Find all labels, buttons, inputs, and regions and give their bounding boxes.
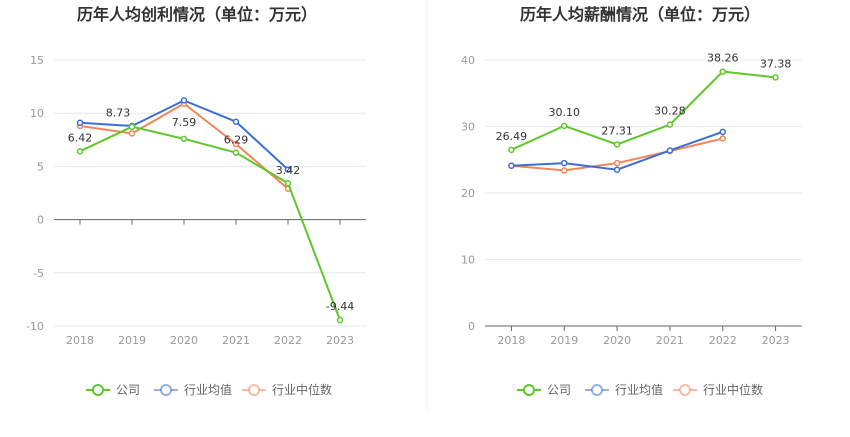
y-tick-label: 5 xyxy=(37,160,44,173)
legend-item-label[interactable]: 行业中位数 xyxy=(272,382,332,397)
x-tick-label: 2019 xyxy=(118,334,146,347)
data-point xyxy=(613,141,621,148)
data-point xyxy=(561,122,568,130)
y-tick-label: -5 xyxy=(33,267,44,280)
legend-profit: 公司 行业均值 行业中位数 xyxy=(86,382,332,397)
x-tick-label: 2022 xyxy=(709,334,737,347)
data-label: 27.31 xyxy=(601,124,633,137)
legend-item-label[interactable]: 行业均值 xyxy=(184,382,232,397)
data-label: 6.29 xyxy=(224,134,249,147)
data-label: 37.38 xyxy=(760,57,792,70)
legend-item-label[interactable]: 行业中位数 xyxy=(703,382,763,397)
data-point xyxy=(613,159,621,167)
chart-title-salary: 历年人均薪酬情况（单位：万元） xyxy=(520,5,760,24)
legend-item-label[interactable]: 公司 xyxy=(116,383,140,397)
data-point xyxy=(180,97,188,104)
data-point xyxy=(561,167,568,174)
x-tick-label: 2021 xyxy=(222,334,250,347)
legend-swatch-marker xyxy=(523,384,535,396)
data-point xyxy=(508,146,515,154)
x-tick-label: 2023 xyxy=(762,334,790,347)
data-label: 30.28 xyxy=(654,105,686,118)
legend-swatch-marker xyxy=(679,384,691,396)
legend-swatch-marker xyxy=(92,384,104,396)
legend-swatch-marker xyxy=(591,384,603,396)
x-tick-label: 2021 xyxy=(656,334,684,347)
chart-salary-per-capita: 历年人均薪酬情况（单位：万元） 40 30 20 10 0 2018 2019 2020 202… xyxy=(461,5,802,347)
data-point xyxy=(76,119,84,127)
data-point xyxy=(232,118,240,125)
y-tick-label: 10 xyxy=(30,107,44,120)
chart-profit-per-capita: 历年人均创利情况（单位：万元） 15 10 5 0 -5 -10 2018 2019 2020 2… xyxy=(26,5,366,347)
data-point xyxy=(666,147,674,154)
data-point xyxy=(232,149,240,156)
data-label: 38.26 xyxy=(707,52,739,65)
data-point xyxy=(232,140,240,148)
data-point xyxy=(719,68,726,75)
x-tick-label: 2020 xyxy=(603,334,631,347)
series-line-0 xyxy=(79,125,341,321)
y-tick-label: -10 xyxy=(26,320,44,333)
data-point xyxy=(719,128,726,136)
legend-salary: 公司 行业均值 行业中位数 xyxy=(517,382,763,397)
y-tick-label: 15 xyxy=(30,54,44,67)
data-label: 8.73 xyxy=(106,107,131,120)
x-tick-label: 2019 xyxy=(550,334,578,347)
data-point xyxy=(76,148,84,155)
series-line-0 xyxy=(511,70,776,151)
y-tick-label: 40 xyxy=(461,54,475,67)
y-tick-label: 30 xyxy=(461,121,475,134)
legend-item-label[interactable]: 公司 xyxy=(547,383,571,397)
data-point xyxy=(180,135,188,143)
legend-item-label[interactable]: 行业均值 xyxy=(615,382,663,397)
y-tick-label: 20 xyxy=(461,187,475,200)
x-tick-label: 2023 xyxy=(326,334,354,347)
x-tick-label: 2018 xyxy=(497,334,525,347)
data-point xyxy=(719,135,726,142)
x-tick-label: 2020 xyxy=(170,334,198,347)
data-point xyxy=(508,162,515,169)
data-label: 3.42 xyxy=(276,164,301,177)
data-point xyxy=(666,121,674,128)
data-point xyxy=(336,316,344,324)
legend-swatch-marker xyxy=(248,384,260,396)
data-point xyxy=(561,159,568,167)
y-tick-label: 10 xyxy=(461,254,475,267)
x-tick-label: 2022 xyxy=(274,334,302,347)
chart-title-profit: 历年人均创利情况（单位：万元） xyxy=(77,5,317,24)
legend-swatch-marker xyxy=(160,384,172,396)
x-tick-label: 2018 xyxy=(66,334,94,347)
data-point xyxy=(284,179,292,187)
data-point xyxy=(128,123,136,130)
y-tick-label: 0 xyxy=(468,320,475,333)
data-label: -9.44 xyxy=(326,300,354,313)
data-point xyxy=(772,74,779,81)
data-label: 26.49 xyxy=(496,130,528,143)
data-point xyxy=(613,166,621,173)
data-label: 30.10 xyxy=(549,106,581,119)
y-tick-label: 0 xyxy=(37,214,44,227)
data-label: 6.42 xyxy=(68,131,93,144)
data-point xyxy=(284,166,292,173)
data-point xyxy=(128,130,136,137)
data-label: 7.59 xyxy=(172,116,197,129)
